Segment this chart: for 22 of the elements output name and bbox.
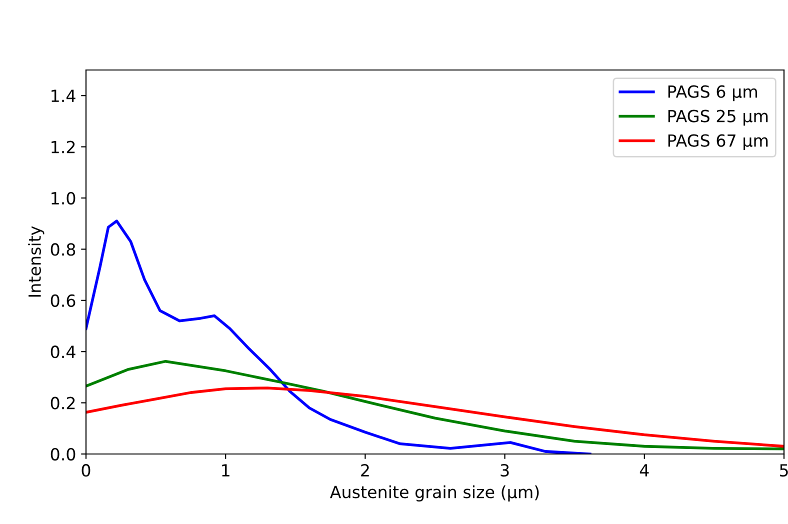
y-axis-title: Intensity bbox=[28, 226, 44, 297]
line-series bbox=[86, 220, 592, 454]
x-tick-label: 3 bbox=[500, 464, 509, 477]
x-axis-title: Austenite grain size (μm) bbox=[330, 485, 539, 502]
y-tick-label: 0.4 bbox=[50, 346, 76, 358]
line-series bbox=[86, 360, 784, 450]
x-tick-label: 4 bbox=[640, 464, 649, 476]
legend-label: PAGS 25 μm bbox=[668, 110, 768, 126]
y-tick-label: 0.2 bbox=[50, 396, 75, 410]
y-tick-label: 1.0 bbox=[52, 192, 76, 205]
x-tick-label: 5 bbox=[780, 464, 788, 477]
y-tick-label: 0.8 bbox=[50, 243, 76, 256]
y-tick-label: 1.2 bbox=[52, 140, 75, 154]
legend-label: PAGS 67 μm bbox=[668, 134, 768, 150]
legend-label: PAGS 6 μm bbox=[668, 85, 757, 102]
y-tick-label: 0.6 bbox=[50, 294, 76, 307]
y-tick-label: 0.0 bbox=[50, 448, 76, 461]
x-tick-label: 2 bbox=[361, 464, 369, 476]
x-tick-label: 1 bbox=[222, 464, 230, 476]
x-tick-label: 0 bbox=[82, 464, 90, 477]
line-series bbox=[86, 386, 784, 448]
y-tick-label: 1.4 bbox=[52, 90, 76, 102]
